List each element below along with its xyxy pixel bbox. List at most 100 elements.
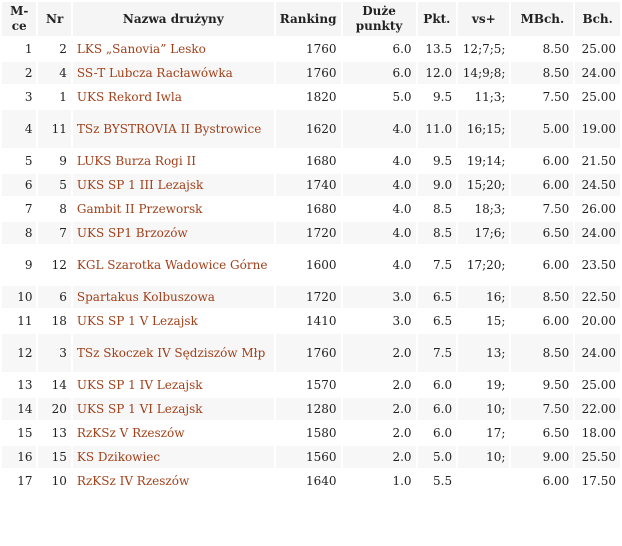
table-row: 13 14 UKS SP 1 IV Lezajsk 1570 2.0 6.0 19; 9.50…: [2, 374, 620, 396]
cell-pkt: 5.0: [417, 446, 457, 468]
cell-duze-punkty: 5.0: [392, 90, 412, 104]
cell-bch: 23.50: [581, 258, 616, 272]
team-link[interactable]: UKS SP1 Brzozów: [76, 226, 188, 240]
cell-ranking: 1680: [306, 202, 337, 216]
cell-mce: 12: [2, 334, 37, 372]
cell-bch: 18.00: [581, 426, 616, 440]
cell-mce: 2: [2, 62, 37, 84]
team-link[interactable]: UKS SP 1 III Lezajsk: [76, 178, 204, 192]
team-link[interactable]: KGL Szarotka Wadowice Górne: [76, 258, 268, 272]
table-row: 8 7 UKS SP1 Brzozów 1720 4.0 8.5 17;6; 6.50 24.0…: [2, 222, 620, 244]
team-link[interactable]: Gambit II Przeworsk: [76, 202, 203, 216]
cell-mbch: 6.00: [542, 314, 570, 328]
cell-bch: 22.00: [575, 398, 620, 420]
cell-bch: 24.00: [575, 334, 620, 372]
cell-pkt: 8.5: [433, 202, 453, 216]
header-mce: M-ce: [2, 2, 37, 36]
cell-mce: 13: [17, 378, 33, 392]
cell-mbch: 5.00: [511, 110, 574, 148]
team-link[interactable]: UKS SP 1 V Lezajsk: [76, 314, 198, 328]
cell-mbch: 8.50: [511, 62, 574, 84]
table-row: 9 12 KGL Szarotka Wadowice Górne 1600 4.0 7.5…: [2, 246, 620, 284]
cell-vs: 13;: [458, 334, 510, 372]
team-link[interactable]: RzKSz IV Rzeszów: [76, 474, 190, 488]
cell-mce: 3: [24, 90, 33, 104]
cell-nr: 7: [38, 222, 71, 244]
cell-vs: 16;: [458, 286, 510, 308]
team-link[interactable]: RzKSz V Rzeszów: [76, 426, 185, 440]
header-duze-punkty: Duże punkty: [342, 2, 416, 36]
cell-mbch: 8.50: [542, 42, 570, 56]
cell-pkt: 9.5: [433, 154, 453, 168]
cell-duze-punkty: 3.0: [392, 314, 412, 328]
cell-team-name: TSz Skoczek IV Sędziszów Młp: [72, 334, 274, 372]
header-bch: Bch.: [575, 2, 620, 36]
cell-vs: 14;9;8;: [458, 62, 510, 84]
table-row: 16 15 KS Dzikowiec 1560 2.0 5.0 10; 9.00 25.50: [2, 446, 620, 468]
team-link[interactable]: Spartakus Kolbuszowa: [76, 290, 215, 304]
cell-pkt: 6.5: [433, 314, 453, 328]
cell-vs: 15;20;: [458, 174, 510, 196]
cell-duze-punkty: 2.0: [392, 378, 412, 392]
cell-nr: 1: [59, 90, 67, 104]
cell-bch: 22.50: [575, 286, 620, 308]
cell-mce: 7: [24, 202, 33, 216]
cell-mce: 1: [24, 42, 33, 56]
cell-mce: 4: [2, 110, 37, 148]
cell-duze-punkty: 6.0: [342, 62, 416, 84]
cell-nr: 11: [38, 110, 71, 148]
cell-team-name: SS-T Lubcza Racławówka: [72, 62, 274, 84]
cell-duze-punkty: 1.0: [392, 474, 412, 488]
cell-team-name: KGL Szarotka Wadowice Górne: [73, 246, 274, 284]
cell-pkt: 6.0: [417, 398, 457, 420]
cell-team-name: UKS SP 1 VI Lezajsk: [72, 398, 274, 420]
cell-bch: 21.50: [581, 154, 616, 168]
cell-ranking: 1720: [275, 286, 341, 308]
table-row: 4 11 TSz BYSTROVIA II Bystrowice 1620 4.0 11.…: [2, 110, 620, 148]
cell-mbch: 6.00: [542, 154, 570, 168]
cell-vs: 19;14;: [466, 154, 506, 168]
cell-mce: 9: [24, 258, 33, 272]
table-row: 5 9 LUKS Burza Rogi II 1680 4.0 9.5 19;14; 6.00…: [2, 150, 620, 172]
cell-vs: 17;: [486, 426, 506, 440]
table-row: 14 20 UKS SP 1 VI Lezajsk 1280 2.0 6.0 10; 7.50…: [2, 398, 620, 420]
team-link[interactable]: TSz Skoczek IV Sędziszów Młp: [76, 346, 266, 360]
team-link[interactable]: TSz BYSTROVIA II Bystrowice: [76, 122, 262, 136]
cell-pkt: 8.5: [417, 222, 457, 244]
cell-mce: 16: [2, 446, 37, 468]
cell-ranking: 1640: [306, 474, 337, 488]
team-link[interactable]: UKS Rekord Iwla: [76, 90, 182, 104]
team-link[interactable]: SS-T Lubcza Racławówka: [76, 66, 233, 80]
cell-vs: 17;20;: [466, 258, 506, 272]
table-row: 17 10 RzKSz IV Rzeszów 1640 1.0 5.5 6.00 17.50: [2, 470, 620, 492]
cell-ranking: 1760: [275, 334, 341, 372]
cell-ranking: 1760: [275, 62, 341, 84]
cell-team-name: UKS SP 1 V Lezajsk: [73, 310, 274, 332]
cell-ranking: 1680: [306, 154, 337, 168]
cell-duze-punkty: 3.0: [342, 286, 416, 308]
cell-pkt: 13.5: [425, 42, 453, 56]
cell-bch: 24.00: [575, 62, 620, 84]
cell-nr: 9: [59, 154, 67, 168]
team-link[interactable]: KS Dzikowiec: [76, 450, 161, 464]
cell-bch: 25.50: [575, 446, 620, 468]
cell-duze-punkty: 4.0: [392, 258, 412, 272]
cell-vs: [458, 470, 509, 492]
cell-mbch: 6.00: [542, 258, 570, 272]
team-link[interactable]: LKS „Sanovia” Lesko: [76, 42, 206, 56]
cell-ranking: 1620: [275, 110, 341, 148]
cell-pkt: 9.5: [433, 90, 453, 104]
cell-nr: 12: [51, 258, 67, 272]
cell-mce: 17: [17, 474, 33, 488]
team-link[interactable]: UKS SP 1 IV Lezajsk: [76, 378, 203, 392]
cell-ranking: 1740: [275, 174, 341, 196]
team-link[interactable]: LUKS Burza Rogi II: [76, 154, 196, 168]
cell-ranking: 1560: [275, 446, 341, 468]
cell-vs: 10;: [458, 398, 510, 420]
cell-ranking: 1820: [306, 90, 337, 104]
cell-ranking: 1280: [275, 398, 341, 420]
team-link[interactable]: UKS SP 1 VI Lezajsk: [76, 402, 203, 416]
cell-bch: 26.00: [581, 202, 616, 216]
cell-mce: 6: [2, 174, 37, 196]
header-team-name: Nazwa drużyny: [72, 2, 274, 36]
